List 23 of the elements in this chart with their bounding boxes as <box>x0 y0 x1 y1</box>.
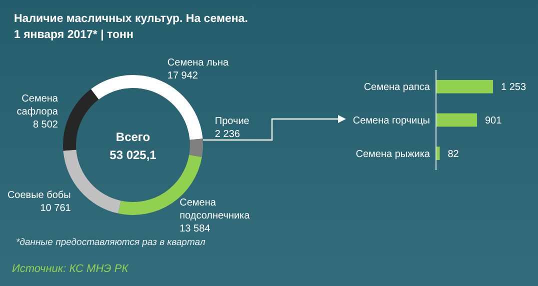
data-label: 1 253 <box>501 82 526 94</box>
donut-slice <box>63 89 99 151</box>
y-tick-label: Семена рыжика <box>356 148 430 160</box>
chart-title: Наличие масличных культур. На семена. <box>14 13 248 25</box>
data-label: 13 584 <box>180 224 211 235</box>
y-tick-label: Семена горчицы <box>352 116 430 126</box>
data-label: 10 761 <box>40 202 72 214</box>
data-label: 2 236 <box>214 129 240 140</box>
chart-subtitle: 1 января 2017* | тонн <box>14 29 134 41</box>
slice-label: Семена льна <box>167 58 230 69</box>
text: Источник: КС МНЭ РК <box>12 263 129 275</box>
donut-slice <box>189 138 203 158</box>
slice-label: Семена сафлора <box>16 94 58 118</box>
data-label: 17 942 <box>167 70 198 82</box>
slice-label: Соевые бобы <box>7 190 71 201</box>
text: Всего 53 025,1 <box>110 130 157 162</box>
data-label: 8 502 <box>32 120 58 131</box>
data-label: 901 <box>484 116 502 126</box>
slice-label: Прочие <box>214 116 250 128</box>
data-label: 82 <box>448 148 460 160</box>
text: *данные предоставляются раз в квартал <box>16 237 206 248</box>
slice-label: Семена подсолнечника <box>180 198 250 222</box>
y-tick-label: Семена рапса <box>364 82 430 94</box>
